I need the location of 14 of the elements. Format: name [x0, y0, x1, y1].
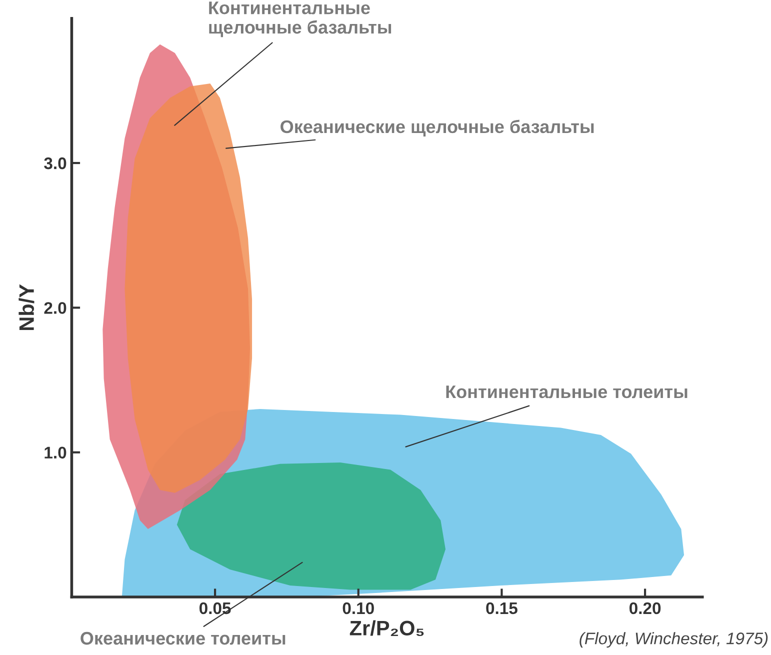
y-tick-label: 1.0	[44, 446, 66, 459]
x-tick-label: 0.20	[629, 602, 661, 614]
series-label: Континентальные толеиты	[446, 386, 688, 398]
x-tick-label: 0.10	[342, 602, 374, 614]
text: Океанические толеиты	[80, 632, 286, 645]
text: (Floyd, Winchester, 1975)	[580, 632, 768, 648]
y-axis-title: Nb/Y	[18, 284, 34, 330]
text: Океанические щелочные базальты	[280, 120, 594, 137]
y-tick-label: 2.0	[44, 302, 66, 314]
x-tick-label: 0.05	[199, 602, 231, 614]
y-tick-label: 3.0	[44, 157, 66, 170]
x-tick-label: 0.15	[486, 602, 518, 614]
x-axis-title: Zr/P₂O₅	[350, 620, 424, 636]
text: Континентальные щелочные базальты	[209, 2, 392, 38]
